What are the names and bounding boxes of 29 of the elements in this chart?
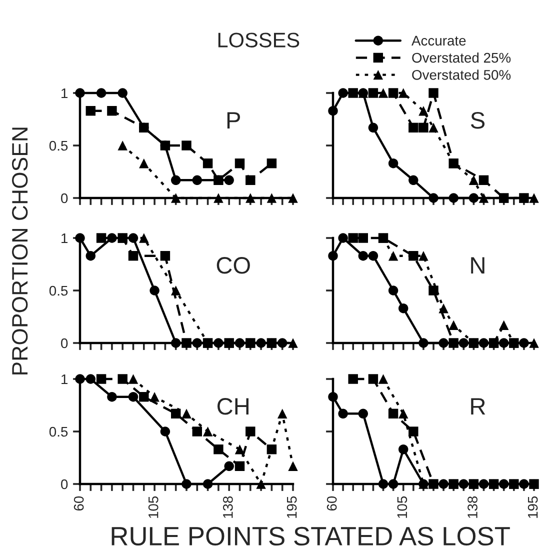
x-tick-label: 60: [326, 496, 337, 511]
annotation: CH: [218, 398, 248, 415]
y-tick-label: 0.5: [49, 140, 68, 151]
y-axis-title: PROPORTION CHOSEN: [12, 128, 28, 374]
x-tick-label: 138: [468, 496, 478, 518]
y-tick-label: 0: [61, 479, 68, 490]
y-tick-label: 0.5: [49, 286, 68, 296]
x-tick-label: 60: [74, 496, 84, 511]
x-tick-label: 105: [148, 496, 158, 518]
y-tick-label: 0.5: [49, 426, 68, 437]
y-tick-label: 0: [61, 193, 68, 204]
annotation: P: [227, 112, 240, 129]
legend-label: Accurate: [412, 36, 466, 46]
y-tick-label: 1: [62, 374, 68, 384]
y-tick-label: 1: [62, 233, 68, 244]
annotation: S: [470, 112, 485, 129]
x-tick-label: 105: [397, 496, 408, 518]
annotation: R: [471, 398, 486, 415]
x-axis-title: RULE POINTS STATED AS LOST: [112, 526, 510, 546]
x-tick-label: 195: [528, 496, 538, 518]
chart-title: LOSSES: [218, 32, 300, 48]
annotation: N: [471, 257, 484, 274]
x-tick-label: 195: [286, 496, 297, 518]
annotation: CO: [216, 257, 250, 274]
legend-label: Overstated 50%: [412, 70, 511, 80]
x-tick-label: 138: [222, 496, 233, 518]
y-tick-label: 1: [62, 88, 68, 98]
y-tick-label: 0: [61, 338, 68, 348]
legend-label: Overstated 25%: [412, 52, 511, 63]
